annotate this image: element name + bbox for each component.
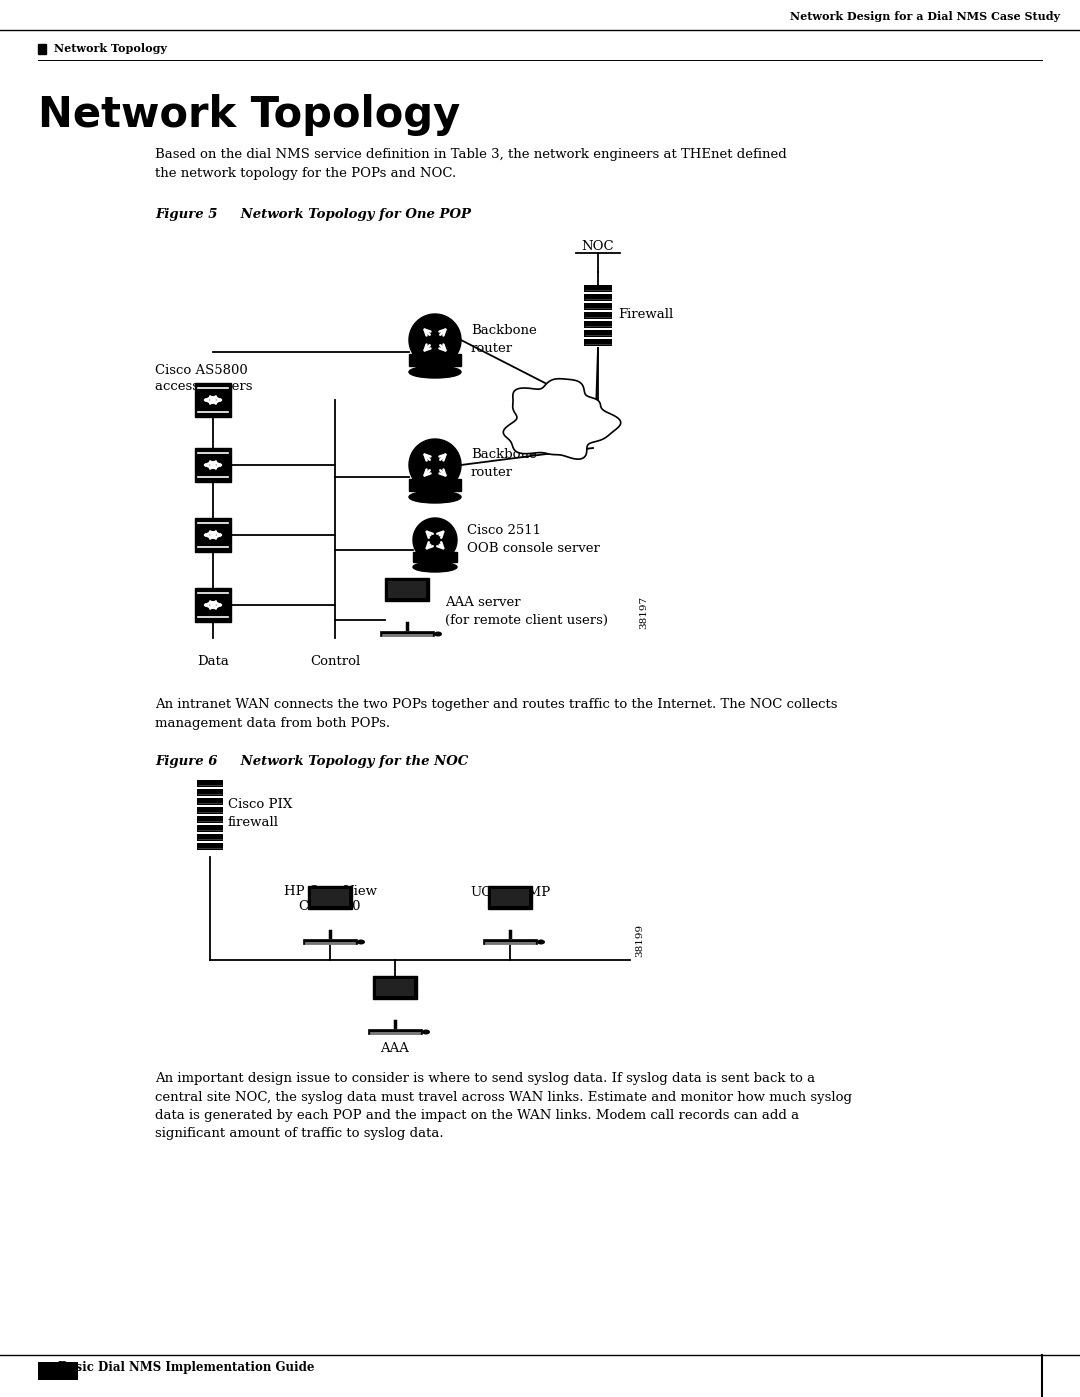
Bar [483,939,537,944]
Bar [376,979,414,996]
Ellipse shape [537,940,545,944]
Text: Network Topology: Network Topology [38,94,460,136]
Bar [584,312,612,319]
Bar [368,1030,422,1034]
Bar [584,293,612,300]
Bar [38,1362,78,1380]
Bar [197,834,222,841]
Bar [373,977,417,999]
Text: Control: Control [310,655,360,668]
Bar [38,43,46,54]
Bar [584,339,612,346]
Text: router: router [471,341,513,355]
Bar [584,321,612,328]
Text: Backbone: Backbone [471,324,537,337]
Bar [409,353,461,366]
Text: Firewall: Firewall [618,309,673,321]
Bar [197,816,222,823]
Text: Figure 6     Network Topology for the NOC: Figure 6 Network Topology for the NOC [156,754,469,768]
Ellipse shape [409,490,461,503]
Bar [384,578,429,601]
Text: 38197: 38197 [639,595,648,629]
Text: 38199: 38199 [635,923,645,957]
Text: HP OpenView: HP OpenView [283,886,377,898]
Text: An intranet WAN connects the two POPs together and routes traffic to the Interne: An intranet WAN connects the two POPs to… [156,698,837,729]
Text: NOC: NOC [582,240,615,253]
Text: Cisco AS5800: Cisco AS5800 [156,363,247,377]
Bar [308,886,352,909]
Text: Cisco 2511: Cisco 2511 [467,524,541,536]
Text: Basic Dial NMS Implementation Guide: Basic Dial NMS Implementation Guide [58,1362,314,1375]
Bar [584,285,612,292]
Text: OOB console server: OOB console server [467,542,599,555]
Bar [197,798,222,805]
Bar [197,780,222,787]
Bar [409,479,461,490]
Bar [584,303,612,310]
Text: Data: Data [197,655,229,668]
Text: firewall: firewall [228,816,279,830]
Text: Backbone: Backbone [471,448,537,461]
Ellipse shape [409,366,461,379]
Bar [388,581,426,598]
Text: Network Topology: Network Topology [54,42,167,53]
Bar [197,807,222,814]
Ellipse shape [434,631,442,637]
Polygon shape [503,379,621,460]
Polygon shape [413,518,457,562]
Bar [413,552,457,562]
Bar [195,448,231,482]
Text: Based on the dial NMS service definition in Table 3, the network engineers at TH: Based on the dial NMS service definition… [156,148,786,179]
Text: router: router [471,467,513,479]
Polygon shape [409,314,461,366]
Ellipse shape [422,1030,430,1035]
Bar [311,888,349,907]
Bar [195,588,231,622]
Text: Intranet: Intranet [530,405,585,419]
Bar [488,886,532,909]
Bar [584,330,612,337]
Text: An important design issue to consider is where to send syslog data. If syslog da: An important design issue to consider is… [156,1071,852,1140]
Ellipse shape [357,940,365,944]
Text: 30: 30 [49,1363,68,1377]
Bar [197,842,222,849]
Bar [491,888,529,907]
Text: Network Design for a Dial NMS Case Study: Network Design for a Dial NMS Case Study [789,11,1059,21]
Bar [380,631,434,636]
Text: Cisco PIX: Cisco PIX [228,799,293,812]
Bar [195,383,231,416]
Bar [303,939,357,944]
Ellipse shape [413,562,457,571]
Text: CW 2000: CW 2000 [299,901,361,914]
Text: UCD-SNMP: UCD-SNMP [470,886,550,898]
Text: access servers: access servers [156,380,253,394]
Text: AAA server: AAA server [445,595,521,609]
Text: WAN: WAN [541,423,576,436]
Bar [197,826,222,833]
Bar [195,518,231,552]
Text: AAA: AAA [380,1042,409,1055]
Polygon shape [409,439,461,490]
Text: MRTG: MRTG [488,901,531,914]
Text: (for remote client users): (for remote client users) [445,613,608,626]
Bar [197,789,222,796]
Text: Figure 5     Network Topology for One POP: Figure 5 Network Topology for One POP [156,208,471,221]
